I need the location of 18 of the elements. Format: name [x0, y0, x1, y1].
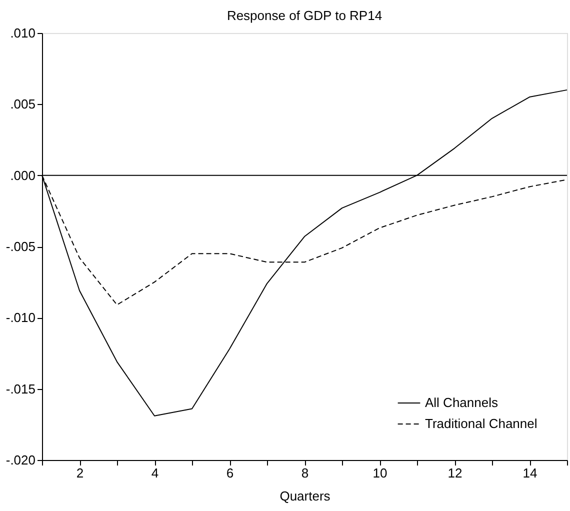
x-tick-label: 12	[448, 466, 462, 480]
x-tick-label: 14	[522, 466, 538, 480]
y-tick-label: -.020	[6, 452, 36, 468]
x-tick-label: 4	[151, 466, 159, 480]
legend-label: Traditional Channel	[425, 416, 538, 431]
y-tick-label: -.005	[6, 239, 36, 254]
y-tick-label: .005	[10, 96, 36, 112]
y-tick-label: -.010	[6, 310, 36, 326]
x-axis-title: Quarters	[280, 488, 331, 504]
legend-label: All Channels	[425, 395, 498, 410]
y-tick-label: -.015	[6, 381, 36, 396]
x-tick-label: 6	[226, 466, 234, 480]
chart-title: Response of GDP to RP14	[226, 8, 382, 23]
y-tick-label: .000	[10, 168, 36, 183]
y-tick-label: .010	[10, 26, 36, 40]
x-tick-label: 8	[301, 466, 309, 480]
x-tick-label: 10	[372, 466, 388, 480]
x-tick-label: 2	[76, 466, 84, 480]
